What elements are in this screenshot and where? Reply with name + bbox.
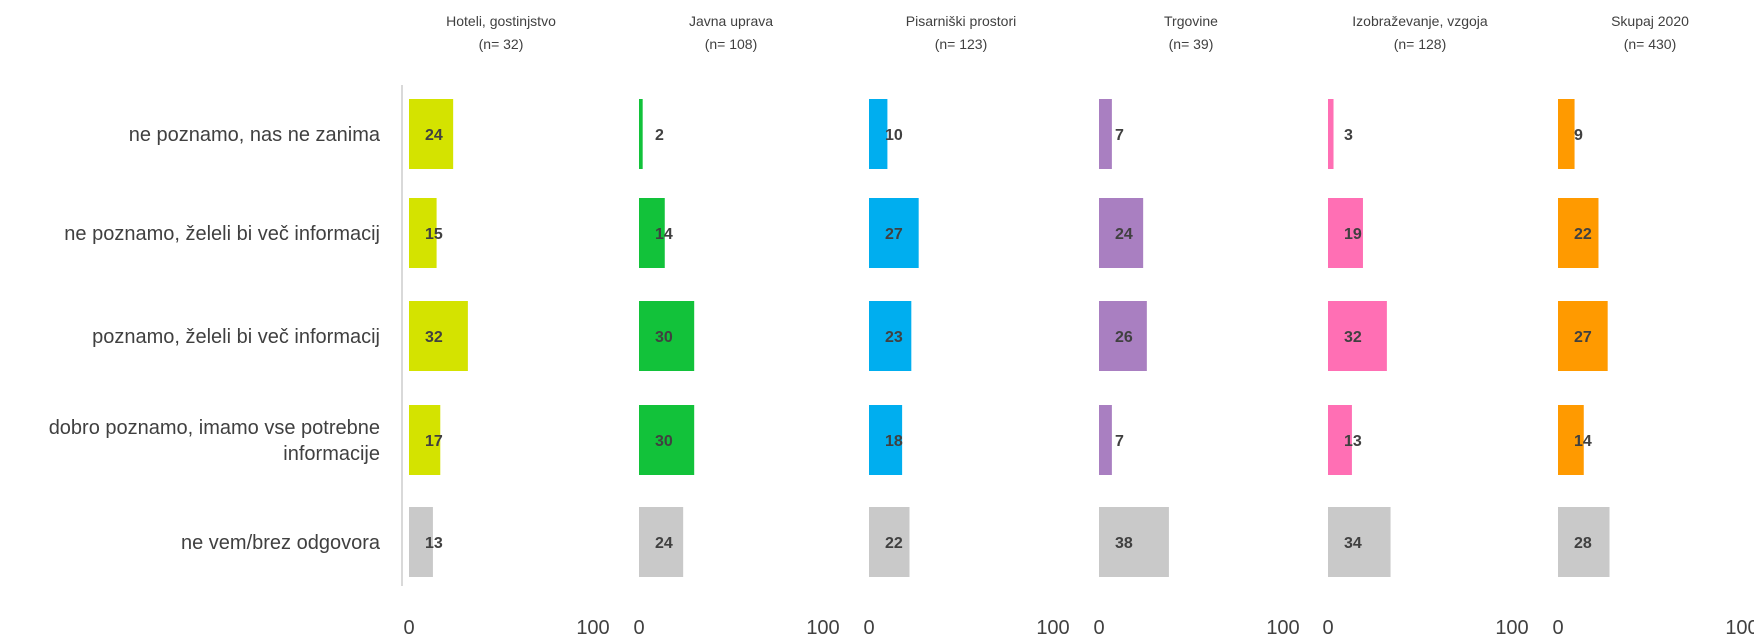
data-label: 24 xyxy=(655,535,673,552)
x-tick-label: 100 xyxy=(1725,617,1754,637)
bar xyxy=(869,198,919,268)
panel-title: Izobraževanje, vzgoja xyxy=(1352,13,1488,29)
panel-title: Hoteli, gostinjstvo xyxy=(446,13,556,29)
bar xyxy=(1328,198,1363,268)
bar xyxy=(1328,405,1352,475)
x-tick-label: 0 xyxy=(633,617,644,637)
panel-sample-size: (n= 39) xyxy=(1169,36,1214,52)
data-label: 10 xyxy=(885,127,903,144)
category-label: ne poznamo, nas ne zanima xyxy=(129,124,381,146)
bar xyxy=(1328,99,1334,169)
panel-title: Javna uprava xyxy=(689,13,773,29)
bar xyxy=(639,507,684,577)
x-tick-label: 0 xyxy=(403,617,414,637)
x-tick-label: 100 xyxy=(1495,617,1528,637)
bar xyxy=(1099,301,1147,371)
bar xyxy=(409,507,433,577)
data-label: 27 xyxy=(1574,329,1592,346)
bar xyxy=(639,301,695,371)
data-label: 7 xyxy=(1115,433,1124,450)
data-label: 13 xyxy=(1344,433,1362,450)
bar xyxy=(409,99,454,169)
data-label: 24 xyxy=(425,127,443,144)
bar xyxy=(1099,198,1144,268)
bar xyxy=(1328,507,1391,577)
x-tick-label: 100 xyxy=(806,617,839,637)
bar xyxy=(869,301,912,371)
data-label: 19 xyxy=(1344,226,1362,243)
bar xyxy=(1099,99,1112,169)
x-tick-label: 0 xyxy=(1322,617,1333,637)
data-label: 17 xyxy=(425,433,443,450)
x-tick-label: 0 xyxy=(1093,617,1104,637)
x-tick-label: 100 xyxy=(1266,617,1299,637)
category-label: ne vem/brez odgovora xyxy=(181,532,381,554)
bar xyxy=(639,405,695,475)
data-label: 22 xyxy=(1574,226,1592,243)
data-label: 7 xyxy=(1115,127,1124,144)
data-label: 30 xyxy=(655,329,673,346)
data-label: 3 xyxy=(1344,127,1353,144)
data-label: 38 xyxy=(1115,535,1133,552)
x-tick-label: 0 xyxy=(1552,617,1563,637)
data-label: 18 xyxy=(885,433,903,450)
data-label: 15 xyxy=(425,226,443,243)
bar xyxy=(1558,507,1610,577)
x-tick-label: 100 xyxy=(1036,617,1069,637)
category-label: informacije xyxy=(283,443,380,465)
panel-sample-size: (n= 128) xyxy=(1394,36,1447,52)
data-label: 22 xyxy=(885,535,903,552)
bar xyxy=(1558,301,1608,371)
bar xyxy=(1558,99,1575,169)
data-label: 14 xyxy=(655,226,673,243)
data-label: 9 xyxy=(1574,127,1583,144)
category-label: poznamo, želeli bi več informacij xyxy=(92,326,380,348)
data-label: 26 xyxy=(1115,329,1133,346)
bar xyxy=(1558,198,1599,268)
data-label: 14 xyxy=(1574,433,1592,450)
data-label: 24 xyxy=(1115,226,1133,243)
x-tick-label: 100 xyxy=(576,617,609,637)
panel-sample-size: (n= 108) xyxy=(705,36,758,52)
category-label: ne poznamo, želeli bi več informacij xyxy=(64,223,380,245)
data-label: 27 xyxy=(885,226,903,243)
data-label: 23 xyxy=(885,329,903,346)
panel-sample-size: (n= 32) xyxy=(479,36,524,52)
bar xyxy=(1099,507,1169,577)
bar xyxy=(639,99,643,169)
data-label: 34 xyxy=(1344,535,1362,552)
data-label: 2 xyxy=(655,127,664,144)
bar xyxy=(409,405,441,475)
x-tick-label: 0 xyxy=(863,617,874,637)
bar xyxy=(1328,301,1387,371)
panel-sample-size: (n= 430) xyxy=(1624,36,1677,52)
data-label: 32 xyxy=(425,329,443,346)
bar xyxy=(409,301,468,371)
data-label: 13 xyxy=(425,535,443,552)
category-label: dobro poznamo, imamo vse potrebne xyxy=(49,417,380,439)
bar xyxy=(869,99,888,169)
panel-title: Pisarniški prostori xyxy=(906,13,1016,29)
bar xyxy=(639,198,665,268)
bar xyxy=(869,405,903,475)
data-label: 28 xyxy=(1574,535,1592,552)
panel-title: Trgovine xyxy=(1164,13,1218,29)
bar xyxy=(1099,405,1112,475)
bar xyxy=(869,507,910,577)
bar xyxy=(1558,405,1584,475)
bar xyxy=(409,198,437,268)
data-label: 30 xyxy=(655,433,673,450)
panel-sample-size: (n= 123) xyxy=(935,36,988,52)
data-label: 32 xyxy=(1344,329,1362,346)
panel-title: Skupaj 2020 xyxy=(1611,13,1689,29)
